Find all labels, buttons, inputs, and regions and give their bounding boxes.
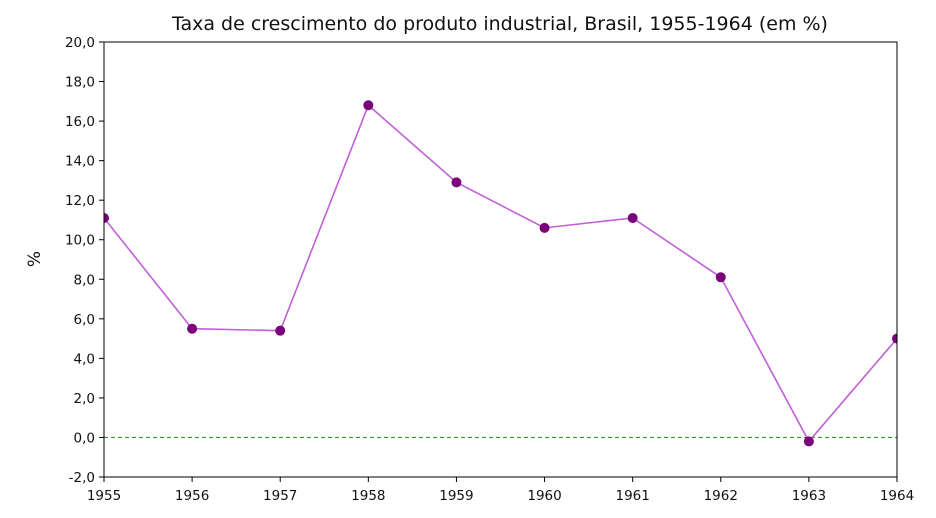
data-point — [275, 325, 286, 336]
data-point — [803, 436, 814, 447]
y-tick-label: 2,0 — [74, 391, 95, 407]
y-tick-label: 8,0 — [74, 272, 95, 288]
x-tick-label: 1957 — [263, 488, 297, 504]
data-point — [187, 323, 198, 334]
x-tick-label: 1959 — [439, 488, 473, 504]
plot-frame — [103, 41, 898, 478]
series-group — [104, 100, 897, 447]
y-tick-label: 18,0 — [65, 75, 95, 91]
series-line — [104, 103, 897, 443]
x-tick-label: 1962 — [704, 488, 738, 504]
data-point — [715, 272, 726, 283]
data-point — [539, 222, 550, 233]
data-point — [363, 100, 374, 111]
y-tick-label: 14,0 — [65, 154, 95, 170]
plot-area: -2,0 0,0 2,0 4,0 6,0 8,0 10,0 12,0 14,0 16,0 18,0 2… — [65, 35, 914, 504]
x-tick-label: 1961 — [615, 488, 649, 504]
data-point — [892, 333, 897, 344]
x-tick-label: 1963 — [792, 488, 826, 504]
x-tick-label: 1960 — [527, 488, 561, 504]
chart-title: Taxa de crescimento do produto industria… — [171, 13, 828, 35]
y-tick-label: 4,0 — [74, 351, 95, 367]
x-tick-label: 1955 — [87, 488, 121, 504]
y-tick-label: 10,0 — [65, 233, 95, 249]
x-tick-label: 1964 — [880, 488, 914, 504]
x-tick-label: 1958 — [351, 488, 385, 504]
y-tick-label: 16,0 — [65, 114, 95, 130]
data-point — [104, 212, 109, 223]
y-tick-label: 20,0 — [65, 35, 95, 51]
x-tick-label: 1956 — [175, 488, 209, 504]
y-tick-label: 0,0 — [74, 430, 95, 446]
data-point — [627, 212, 638, 223]
y-tick-label: -2,0 — [69, 470, 95, 486]
data-point — [451, 177, 462, 188]
y-tick-label: 6,0 — [74, 312, 95, 328]
y-axis-label: % — [25, 251, 45, 267]
y-tick-label: 12,0 — [65, 193, 95, 209]
